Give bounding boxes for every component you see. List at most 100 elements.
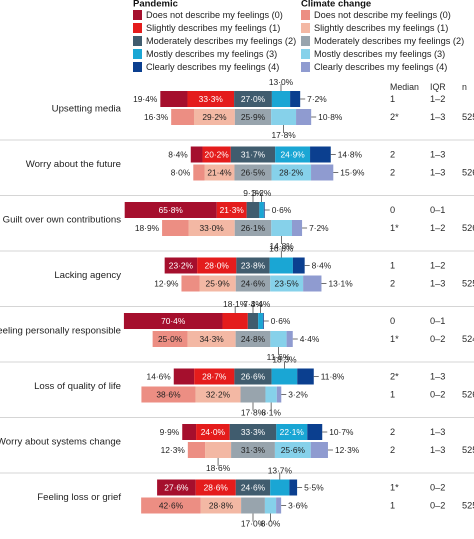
- data-label: 31·3%: [241, 445, 266, 455]
- data-label: 9·1%: [243, 188, 263, 198]
- data-label: 14·6%: [147, 372, 172, 382]
- bar-segment: [187, 442, 206, 458]
- header-iqr: IQR: [430, 82, 446, 92]
- data-label: 33·3%: [241, 427, 266, 437]
- header-n: n: [462, 82, 467, 92]
- median-value: 2: [390, 168, 395, 178]
- data-label: 11·8%: [321, 372, 345, 382]
- data-label: 8·1%: [261, 408, 281, 418]
- data-label: 8·0%: [171, 168, 191, 178]
- data-label: 32·2%: [206, 390, 231, 400]
- median-value: 1: [390, 390, 395, 400]
- data-label: 24·0%: [201, 427, 226, 437]
- data-label: 34·3%: [200, 334, 225, 344]
- iqr-value: 0–2: [430, 501, 445, 511]
- bar-segment: [275, 146, 311, 163]
- median-value: 1: [390, 261, 395, 271]
- bar-segment: [193, 164, 205, 181]
- data-label: 0·6%: [272, 205, 292, 215]
- bar-segment: [311, 164, 334, 181]
- iqr-value: 0–1: [430, 316, 445, 326]
- data-label: 16·3%: [144, 112, 169, 122]
- bar-segment: [231, 442, 275, 458]
- median-value: 2*: [390, 112, 399, 122]
- data-label: 26·5%: [241, 168, 266, 178]
- bar-segment: [193, 109, 235, 125]
- legend-label: Clearly describes my feelings (4): [146, 62, 279, 72]
- bar-segment: [204, 164, 235, 181]
- bar-segment: [290, 91, 301, 107]
- legend-swatch: [301, 49, 310, 59]
- legend-swatch: [301, 62, 310, 72]
- data-label: 13·0%: [269, 77, 294, 87]
- bar-segment: [205, 442, 232, 458]
- iqr-value: 1–3: [430, 445, 445, 455]
- data-label: 19·4%: [133, 94, 158, 104]
- legend-title-climate: Climate change: [301, 0, 371, 10]
- legend-swatch: [301, 36, 310, 46]
- bar-segment: [296, 109, 312, 125]
- data-label: 38·6%: [156, 390, 181, 400]
- iqr-value: 1–3: [430, 279, 445, 289]
- data-label: 8·4%: [312, 261, 332, 271]
- category-label: Loss of quality of life: [34, 381, 121, 392]
- bar-segment: [310, 146, 331, 163]
- bar-segment: [234, 109, 272, 125]
- n-value: 526: [462, 168, 474, 178]
- median-value: 2: [390, 279, 395, 289]
- bar-segment: [197, 257, 237, 274]
- category-label: Feeling personally responsible: [0, 326, 121, 337]
- bar-segment: [190, 146, 203, 163]
- data-label: 17·8%: [271, 130, 296, 140]
- data-label: 33·3%: [199, 94, 224, 104]
- bar-segment: [271, 109, 297, 125]
- bar-segment: [152, 331, 188, 347]
- legend-label: Clearly describes my feelings (4): [314, 62, 447, 72]
- iqr-value: 1–3: [430, 112, 445, 122]
- legend-swatch: [133, 49, 142, 59]
- data-label: 27·0%: [241, 94, 266, 104]
- iqr-value: 0–1: [430, 205, 445, 215]
- bar-segment: [164, 257, 198, 274]
- bar-segment: [194, 368, 235, 385]
- bar-segment: [234, 164, 272, 181]
- median-value: 1*: [390, 483, 399, 493]
- header-median: Median: [390, 82, 419, 92]
- n-value: 526: [462, 390, 474, 400]
- data-label: 0·6%: [271, 316, 291, 326]
- n-value: 525: [462, 279, 474, 289]
- bar-segment: [276, 386, 282, 403]
- data-label: 23·2%: [169, 261, 194, 271]
- median-value: 1*: [390, 223, 399, 233]
- data-label: 18·3%: [272, 355, 297, 365]
- data-label: 3·6%: [288, 501, 308, 511]
- data-label: 3·2%: [288, 390, 308, 400]
- bar-segment: [181, 275, 200, 292]
- bar-segment: [234, 368, 272, 385]
- data-label: 5·5%: [304, 483, 324, 493]
- bar-segment: [160, 91, 188, 107]
- data-label: 17·0%: [241, 519, 266, 529]
- bar-segment: [235, 331, 271, 347]
- data-label: 42·6%: [159, 501, 184, 511]
- n-value: 525: [462, 445, 474, 455]
- data-label: 4·4%: [300, 334, 320, 344]
- legend-swatch: [133, 23, 142, 33]
- bar-segment: [270, 275, 304, 292]
- bar-segment: [196, 424, 230, 440]
- bar-segment: [173, 368, 195, 385]
- data-label: 28·7%: [202, 372, 227, 382]
- n-value: 525: [462, 112, 474, 122]
- data-label: 26·6%: [241, 372, 266, 382]
- n-value: 525: [462, 501, 474, 511]
- data-label: 13·1%: [328, 279, 353, 289]
- bar-segment: [187, 331, 236, 347]
- data-label: 28·2%: [279, 168, 304, 178]
- bar-segment: [171, 109, 194, 125]
- median-value: 1*: [390, 334, 399, 344]
- bar-segment: [141, 386, 196, 403]
- data-label: 11·6%: [267, 352, 291, 362]
- data-label: 25·0%: [158, 334, 183, 344]
- data-label: 10·7%: [329, 427, 354, 437]
- iqr-value: 0–2: [430, 334, 445, 344]
